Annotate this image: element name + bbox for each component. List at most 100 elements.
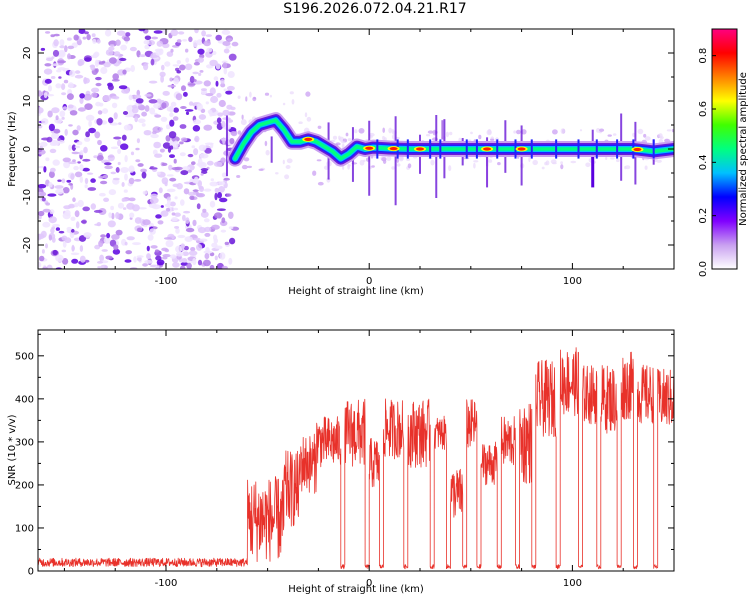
noise-speckle-dot [162, 90, 170, 96]
noise-speckle-dot [216, 117, 222, 124]
noise-speckle-dot [135, 98, 144, 104]
ridge-gap [616, 139, 619, 159]
noise-speckle-dot [163, 237, 173, 240]
noise-speckle-dot [161, 64, 165, 71]
noise-speckle-dot [223, 88, 227, 92]
noise-speckle-dot [106, 232, 111, 239]
noise-speckle-dot [63, 161, 71, 169]
noise-speckle-dot [120, 44, 127, 51]
noise-speckle-dot [38, 184, 47, 189]
noise-speckle-dot [67, 53, 71, 60]
haze-dot [666, 129, 672, 132]
noise-speckle-dot [182, 251, 189, 256]
noise-speckle-dot [103, 61, 111, 68]
noise-speckle-dot [50, 34, 55, 38]
colorbar-tick-label: 0.2 [698, 208, 709, 224]
noise-speckle-dot [169, 112, 174, 117]
noise-speckle-dot [85, 114, 95, 121]
ridge-gap [465, 139, 468, 159]
noise-speckle-dot [174, 212, 181, 217]
snr-y-ticks: 0 100 200 300 400 500 [15, 333, 674, 578]
noise-speckle-dot [86, 34, 91, 41]
noise-speckle-dot [61, 92, 67, 96]
noise-speckle-dot [203, 80, 211, 87]
noise-speckle-dot [88, 127, 96, 134]
noise-speckle-dot [209, 109, 213, 117]
noise-speckle-dot [111, 79, 120, 82]
noise-speckle-dot [126, 236, 135, 241]
noise-speckle-dot [166, 188, 176, 193]
noise-speckle-dot [75, 221, 80, 229]
noise-speckle-dot [198, 72, 202, 76]
noise-speckle-dot [209, 200, 216, 208]
noise-speckle-dot [63, 205, 72, 210]
noise-speckle-dot [87, 172, 94, 175]
noise-speckle-dot [209, 87, 216, 95]
noise-speckle-dot [165, 135, 171, 142]
noise-speckle-dot [185, 227, 195, 233]
haze-dot [396, 163, 401, 167]
noise-speckle-dot [141, 123, 146, 127]
noise-speckle-dot [170, 254, 177, 259]
noise-speckle-dot [143, 63, 149, 71]
noise-speckle-dot [73, 165, 79, 171]
noise-speckle-dot [222, 41, 231, 46]
noise-speckle-dot [174, 226, 180, 229]
noise-speckle-dot [191, 145, 196, 149]
ridge-gap [514, 139, 517, 159]
noise-speckle-dot [192, 219, 197, 227]
noise-speckle-dot [173, 77, 180, 85]
noise-speckle-dot [214, 187, 220, 193]
noise-speckle-dot [160, 116, 168, 122]
noise-speckle-dot [134, 116, 138, 123]
noise-speckle-dot [210, 178, 214, 182]
noise-speckle-dot [180, 243, 186, 249]
noise-speckle-dot [96, 118, 103, 126]
haze-dot [516, 129, 521, 135]
noise-speckle-dot [177, 31, 185, 35]
noise-speckle-dot [149, 107, 156, 115]
noise-speckle-dot [45, 57, 54, 62]
y-tick-label: -20 [22, 237, 33, 253]
ridge-gap [439, 139, 442, 159]
chart-title: S196.2026.072.04.21.R17 [283, 1, 467, 17]
noise-speckle-dot [115, 212, 120, 219]
noise-speckle-dot [175, 228, 180, 234]
noise-speckle-dot [199, 185, 204, 192]
noise-speckle-dot [90, 203, 97, 210]
noise-speckle-dot [224, 241, 230, 246]
colorbar-ticks: 0.0 0.2 0.4 0.6 0.8 [698, 48, 716, 277]
haze-dot [560, 164, 564, 170]
haze-dot [236, 175, 241, 178]
noise-speckle-dot [71, 244, 75, 252]
noise-speckle-dot [90, 64, 96, 71]
noise-speckle-dot [176, 39, 182, 43]
noise-speckle-dot [123, 36, 131, 42]
ridge-gap [406, 139, 409, 159]
noise-speckle-dot [102, 60, 106, 64]
haze-dot [478, 134, 482, 140]
noise-speckle-dot [220, 78, 225, 85]
noise-speckle-dot [144, 260, 154, 264]
haze-dot [253, 97, 257, 100]
noise-speckle-dot [202, 208, 207, 213]
noise-speckle-dot [168, 164, 173, 171]
noise-speckle-dot [97, 139, 102, 146]
noise-speckle-dot [87, 187, 97, 191]
noise-speckle-dot [173, 158, 177, 164]
haze-dot [426, 134, 431, 137]
noise-speckle-dot [82, 167, 90, 172]
noise-speckle-dot [196, 243, 203, 251]
noise-speckle-dot [79, 93, 85, 99]
noise-speckle-dot [179, 152, 186, 157]
noise-speckle-dot [199, 238, 208, 242]
noise-speckle-dot [61, 235, 68, 241]
noise-speckle-dot [165, 240, 174, 248]
noise-speckle-dot [52, 49, 60, 57]
noise-speckle-dot [43, 92, 48, 99]
noise-speckle-dot [206, 47, 213, 53]
noise-speckle-dot [102, 108, 109, 114]
noise-speckle-dot [192, 178, 199, 184]
noise-speckle-dot [99, 254, 104, 262]
snr-x-label: Height of straight line (km) [288, 584, 424, 595]
